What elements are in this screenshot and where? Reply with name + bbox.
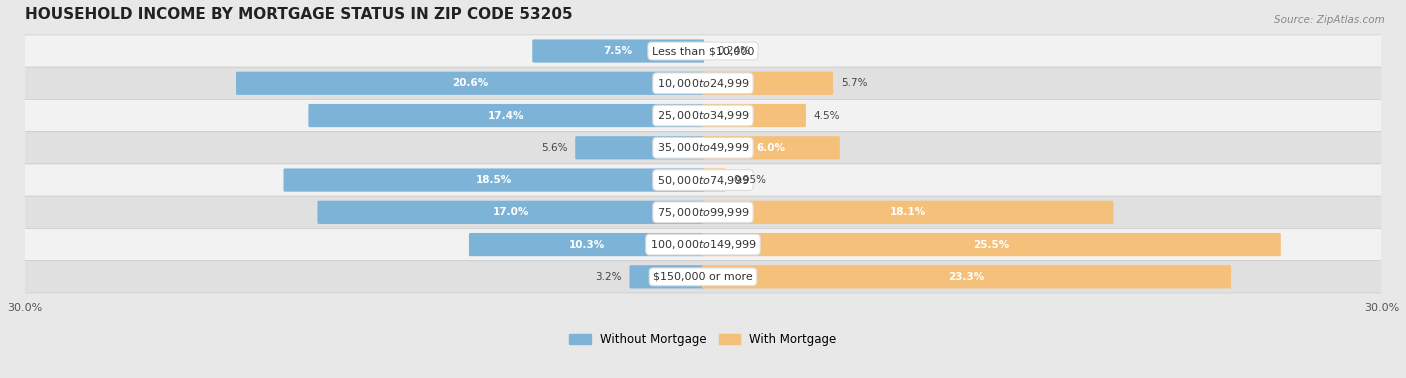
Text: 4.5%: 4.5% [814,110,841,121]
FancyBboxPatch shape [702,265,1232,288]
Text: $25,000 to $34,999: $25,000 to $34,999 [657,109,749,122]
Text: 17.4%: 17.4% [488,110,524,121]
FancyBboxPatch shape [24,132,1382,164]
Text: 5.7%: 5.7% [841,78,868,88]
Text: 17.0%: 17.0% [492,207,529,217]
FancyBboxPatch shape [702,136,839,160]
Text: $50,000 to $74,999: $50,000 to $74,999 [657,174,749,187]
FancyBboxPatch shape [236,72,704,95]
Text: 0.95%: 0.95% [734,175,766,185]
FancyBboxPatch shape [24,35,1382,67]
Text: 0.24%: 0.24% [717,46,751,56]
Text: $150,000 or more: $150,000 or more [654,272,752,282]
Legend: Without Mortgage, With Mortgage: Without Mortgage, With Mortgage [565,328,841,351]
FancyBboxPatch shape [533,39,704,63]
FancyBboxPatch shape [24,99,1382,132]
FancyBboxPatch shape [284,169,704,192]
Text: 18.5%: 18.5% [475,175,512,185]
FancyBboxPatch shape [24,261,1382,293]
Text: $75,000 to $99,999: $75,000 to $99,999 [657,206,749,219]
FancyBboxPatch shape [702,233,1281,256]
Text: $100,000 to $149,999: $100,000 to $149,999 [650,238,756,251]
FancyBboxPatch shape [24,67,1382,99]
FancyBboxPatch shape [24,228,1382,261]
Text: HOUSEHOLD INCOME BY MORTGAGE STATUS IN ZIP CODE 53205: HOUSEHOLD INCOME BY MORTGAGE STATUS IN Z… [24,7,572,22]
FancyBboxPatch shape [308,104,704,127]
Text: 5.6%: 5.6% [541,143,567,153]
Text: 23.3%: 23.3% [948,272,984,282]
Text: 3.2%: 3.2% [595,272,621,282]
FancyBboxPatch shape [470,233,704,256]
FancyBboxPatch shape [575,136,704,160]
FancyBboxPatch shape [702,72,832,95]
Text: Less than $10,000: Less than $10,000 [652,46,754,56]
Text: 20.6%: 20.6% [451,78,488,88]
Text: 7.5%: 7.5% [603,46,633,56]
FancyBboxPatch shape [702,104,806,127]
Text: 25.5%: 25.5% [973,240,1010,249]
Text: $10,000 to $24,999: $10,000 to $24,999 [657,77,749,90]
Text: 10.3%: 10.3% [568,240,605,249]
FancyBboxPatch shape [702,201,1114,224]
Text: 6.0%: 6.0% [756,143,786,153]
FancyBboxPatch shape [318,201,704,224]
FancyBboxPatch shape [702,169,725,192]
Text: $35,000 to $49,999: $35,000 to $49,999 [657,141,749,154]
FancyBboxPatch shape [24,164,1382,196]
FancyBboxPatch shape [24,196,1382,228]
Text: Source: ZipAtlas.com: Source: ZipAtlas.com [1274,15,1385,25]
FancyBboxPatch shape [630,265,704,288]
Text: 18.1%: 18.1% [890,207,925,217]
